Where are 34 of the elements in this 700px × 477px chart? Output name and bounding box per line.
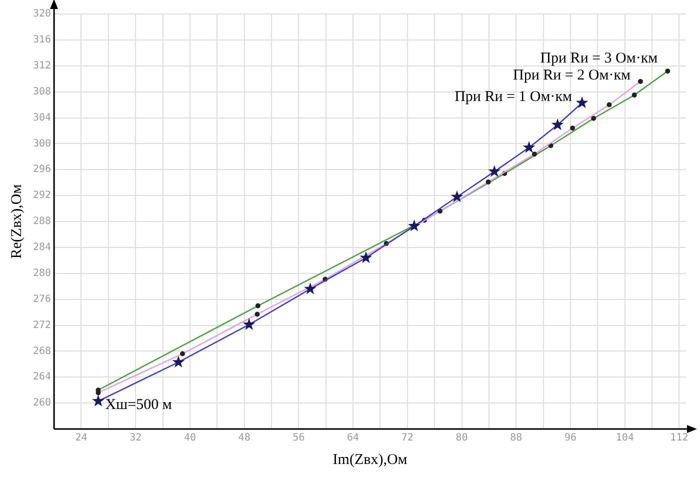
- x-tick-label: 32: [130, 432, 142, 444]
- y-tick-label: 312: [33, 60, 52, 72]
- x-tick-label: 72: [401, 432, 414, 444]
- x-tick-label: 64: [347, 432, 360, 444]
- y-tick-label: 272: [33, 320, 52, 331]
- series-label: При Rи = 3 Ом·км: [540, 50, 658, 66]
- y-tick-label: 316: [33, 34, 52, 46]
- y-tick-label: 300: [33, 138, 52, 150]
- y-tick-label: 288: [33, 216, 52, 228]
- x-tick-label: 112: [670, 432, 688, 444]
- y-tick-label: 268: [33, 346, 52, 357]
- x-tick-label: 56: [292, 432, 305, 444]
- x-tick-label: 104: [616, 432, 634, 444]
- y-tick-label: 284: [33, 242, 52, 254]
- y-tick-label: 280: [33, 268, 52, 279]
- x-tick-label: 96: [564, 432, 577, 444]
- y-tick-label: 292: [33, 190, 52, 202]
- x-tick-label: 80: [456, 432, 468, 444]
- y-tick-label: 320: [33, 8, 52, 20]
- x-tick-label: 24: [75, 432, 88, 444]
- y-tick-label: 304: [33, 112, 52, 124]
- y-axis-title: Re(Zвх),Ом: [8, 184, 25, 259]
- y-tick-label: 308: [33, 86, 52, 98]
- y-tick-label: 264: [33, 372, 52, 383]
- y-tick-label: 260: [33, 398, 52, 409]
- x-tick-label: 48: [238, 432, 250, 444]
- series-label: При Rи = 1 Ом·км: [454, 88, 573, 105]
- x-tick-label: 88: [510, 432, 522, 444]
- y-tick-label: 276: [33, 294, 52, 305]
- series-label: При Rи = 2 Ом·км: [513, 67, 631, 84]
- x-axis-title: Im(Zвх),Ом: [332, 452, 408, 468]
- annotation: Хш=500 м: [105, 397, 172, 414]
- y-tick-label: 296: [33, 164, 52, 176]
- x-tick-label: 40: [184, 432, 196, 444]
